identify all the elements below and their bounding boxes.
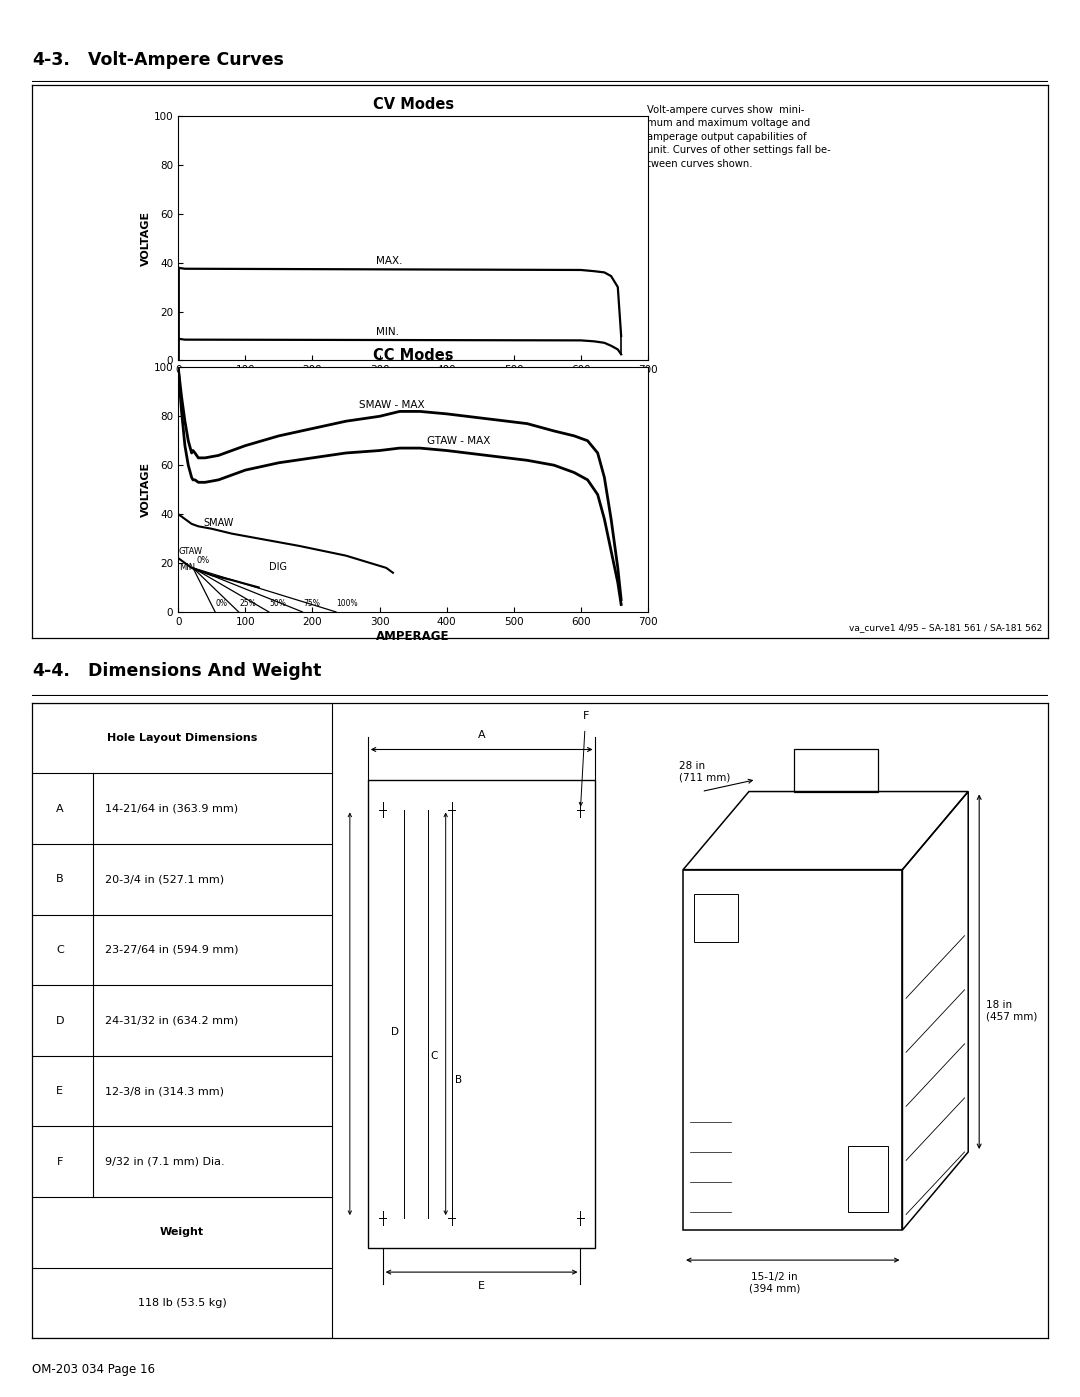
Text: B: B (455, 1074, 462, 1085)
Text: F: F (56, 1157, 63, 1166)
Text: SMAW - MAX: SMAW - MAX (360, 400, 426, 409)
Text: MIN: MIN (179, 563, 195, 571)
X-axis label: AMPERAGE: AMPERAGE (376, 379, 450, 391)
Text: 0%: 0% (216, 599, 228, 608)
Text: 4-3.: 4-3. (32, 52, 70, 70)
Text: C: C (431, 1051, 438, 1060)
Text: Dimensions And Weight: Dimensions And Weight (89, 662, 322, 679)
Text: 15-1/2 in
(394 mm): 15-1/2 in (394 mm) (748, 1273, 800, 1294)
Text: Volt-ampere curves show  mini-
mum and maximum voltage and
amperage output capab: Volt-ampere curves show mini- mum and ma… (647, 105, 831, 169)
Text: E: E (56, 1085, 64, 1097)
Text: D: D (55, 1016, 64, 1025)
Text: 118 lb (53.5 kg): 118 lb (53.5 kg) (138, 1298, 227, 1308)
Text: 23-27/64 in (594.9 mm): 23-27/64 in (594.9 mm) (106, 944, 239, 956)
Text: GTAW - MAX: GTAW - MAX (427, 436, 490, 447)
Text: Volt-Ampere Curves: Volt-Ampere Curves (89, 52, 284, 70)
Text: 100%: 100% (337, 599, 359, 608)
Text: 0%: 0% (197, 556, 211, 566)
Text: DIG: DIG (269, 563, 287, 573)
Text: MAX.: MAX. (376, 256, 403, 265)
Text: 9/32 in (7.1 mm) Dia.: 9/32 in (7.1 mm) Dia. (106, 1157, 225, 1166)
Text: B: B (56, 875, 64, 884)
Text: 25%: 25% (240, 599, 256, 608)
Y-axis label: VOLTAGE: VOLTAGE (140, 462, 151, 517)
Text: 12-3/8 in (314.3 mm): 12-3/8 in (314.3 mm) (106, 1085, 225, 1097)
Text: va_curve1 4/95 – SA-181 561 / SA-181 562: va_curve1 4/95 – SA-181 561 / SA-181 562 (849, 623, 1042, 631)
Text: 4-4.: 4-4. (32, 662, 70, 679)
Text: D: D (391, 1027, 400, 1037)
Text: C: C (56, 944, 64, 956)
Text: F: F (583, 711, 590, 721)
Text: OM-203 034 Page 16: OM-203 034 Page 16 (32, 1362, 156, 1376)
Text: 14-21/64 in (363.9 mm): 14-21/64 in (363.9 mm) (106, 803, 239, 813)
Title: CC Modes: CC Modes (373, 348, 454, 363)
Text: MIN.: MIN. (376, 327, 400, 337)
Text: SMAW: SMAW (204, 518, 234, 528)
Text: 28 in
(711 mm): 28 in (711 mm) (679, 761, 731, 782)
Text: 18 in
(457 mm): 18 in (457 mm) (986, 1000, 1038, 1021)
Text: 75%: 75% (303, 599, 320, 608)
Text: GTAW: GTAW (179, 546, 203, 556)
Text: 20-3/4 in (527.1 mm): 20-3/4 in (527.1 mm) (106, 875, 225, 884)
Text: A: A (477, 731, 485, 740)
Title: CV Modes: CV Modes (373, 96, 454, 112)
X-axis label: AMPERAGE: AMPERAGE (376, 630, 450, 643)
Y-axis label: VOLTAGE: VOLTAGE (140, 211, 151, 265)
Text: Hole Layout Dimensions: Hole Layout Dimensions (107, 733, 257, 743)
Text: 24-31/32 in (634.2 mm): 24-31/32 in (634.2 mm) (106, 1016, 239, 1025)
Text: A: A (56, 803, 64, 813)
Text: Weight: Weight (160, 1228, 204, 1238)
Text: 50%: 50% (270, 599, 286, 608)
Text: E: E (478, 1281, 485, 1291)
